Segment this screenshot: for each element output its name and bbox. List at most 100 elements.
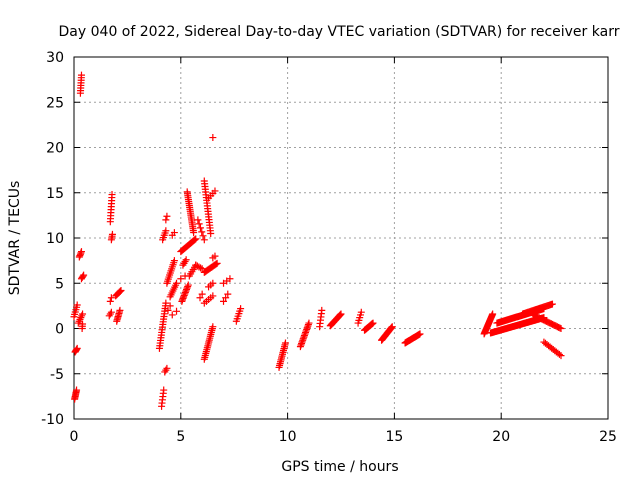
data-point: [107, 308, 115, 316]
data-point: [163, 212, 171, 220]
axis-ticks: [73, 56, 609, 420]
data-point: [196, 224, 204, 232]
x-tick-labels: 0 5 10 15 20 25: [70, 429, 617, 445]
data-point: [162, 216, 170, 224]
data-point: [192, 235, 200, 243]
data-point: [337, 310, 345, 318]
data-point: [199, 232, 207, 240]
data-point: [77, 248, 85, 256]
data-point: [160, 386, 168, 394]
y-tick-label: 15: [46, 186, 64, 202]
data-point: [226, 275, 234, 283]
data-point: [79, 310, 87, 318]
data-point: [209, 134, 217, 142]
data-point: [281, 339, 289, 347]
data-point: [357, 308, 365, 316]
data-point: [207, 229, 215, 237]
data-point: [213, 259, 221, 267]
data-point: [416, 330, 424, 338]
x-tick-label: 15: [385, 429, 403, 445]
data-point: [108, 191, 116, 199]
y-tick-label: -5: [50, 367, 64, 383]
data-point: [220, 297, 228, 305]
y-tick-label: -10: [41, 412, 64, 428]
y-tick-label: 5: [55, 276, 64, 292]
data-point: [237, 305, 245, 313]
data-point: [191, 236, 199, 244]
data-point: [164, 306, 172, 314]
data-point: [198, 228, 206, 236]
data-point: [80, 271, 88, 279]
y-tick-label: 0: [55, 322, 64, 338]
data-point: [73, 344, 81, 352]
data-point: [73, 386, 81, 394]
data-point: [117, 286, 125, 294]
data-point: [170, 257, 178, 265]
data-point: [106, 310, 114, 318]
data-point: [170, 229, 178, 237]
data-point: [163, 364, 171, 372]
data-point: [336, 311, 344, 319]
data-point: [168, 311, 176, 319]
data-point: [209, 323, 217, 331]
y-tick-label: 20: [46, 141, 64, 157]
data-point: [166, 302, 174, 310]
data-point: [190, 229, 198, 237]
y-axis-label: SDTVAR / TECUs: [7, 181, 23, 296]
x-axis-label: GPS time / hours: [281, 459, 398, 475]
gridlines: [74, 57, 608, 419]
data-point: [212, 260, 220, 268]
data-point: [200, 236, 208, 244]
data-point: [369, 319, 377, 327]
data-point: [555, 350, 563, 358]
data-point: [305, 319, 313, 327]
x-tick-label: 10: [279, 429, 297, 445]
data-point: [106, 297, 114, 305]
data-point: [318, 306, 326, 314]
x-tick-label: 5: [176, 429, 185, 445]
data-point: [557, 325, 565, 332]
data-point: [548, 300, 556, 308]
data-point: [557, 352, 565, 360]
x-tick-label: 25: [599, 429, 617, 445]
x-tick-label: 0: [70, 429, 79, 445]
data-point: [194, 216, 202, 224]
y-tick-label: 30: [46, 50, 64, 66]
data-point: [73, 301, 81, 309]
data-points: [70, 71, 565, 410]
data-point: [222, 294, 230, 302]
data-point: [211, 252, 219, 260]
data-point: [182, 256, 190, 264]
data-point: [107, 294, 115, 302]
data-point: [209, 292, 217, 300]
chart-title: Day 040 of 2022, Sidereal Day-to-day VTE…: [59, 24, 620, 40]
y-tick-labels: -10 -5 0 5 10 15 20 25 30: [41, 50, 64, 428]
data-point: [108, 230, 116, 238]
data-point: [79, 320, 87, 328]
data-point: [116, 306, 124, 314]
data-point: [197, 264, 205, 272]
data-point: [196, 294, 204, 302]
data-point: [79, 272, 87, 280]
data-point: [211, 187, 219, 195]
data-point: [184, 281, 192, 289]
data-point: [77, 71, 85, 79]
data-point: [116, 287, 124, 295]
data-point: [177, 275, 185, 283]
data-point: [388, 323, 396, 331]
x-tick-label: 20: [492, 429, 510, 445]
data-point: [489, 310, 497, 318]
data-point: [224, 290, 232, 298]
data-point: [198, 290, 206, 298]
data-point: [195, 220, 203, 228]
data-point: [209, 279, 217, 287]
data-point: [173, 279, 181, 287]
data-point: [162, 299, 170, 307]
data-point: [162, 227, 170, 235]
y-tick-label: 10: [46, 231, 64, 247]
data-point: [173, 307, 181, 315]
y-tick-label: 25: [46, 95, 64, 111]
data-point: [162, 366, 170, 374]
data-point: [336, 311, 344, 319]
